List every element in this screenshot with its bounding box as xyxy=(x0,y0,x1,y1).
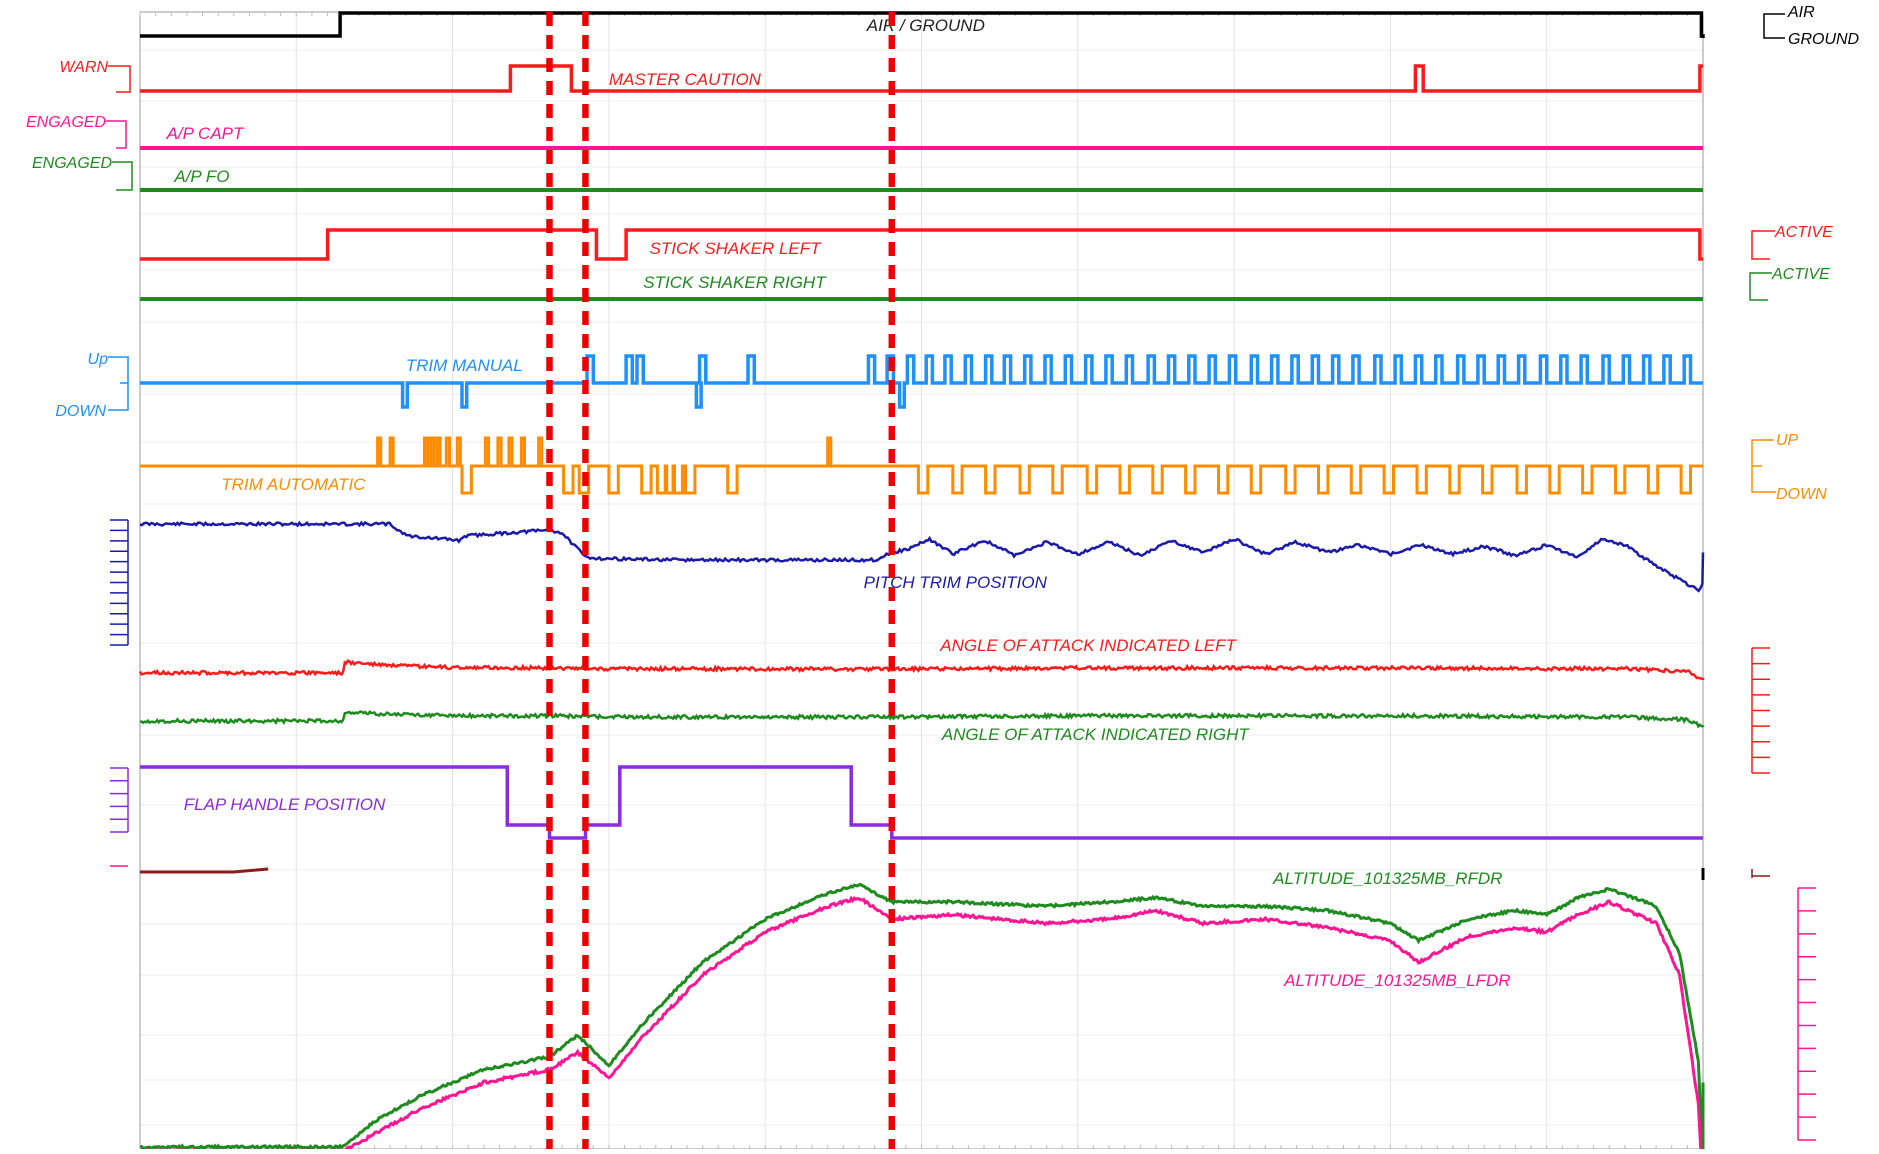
series-a-p-capt: A/P CAPT xyxy=(140,124,1703,150)
series-a-p-fo: A/P FO xyxy=(140,167,1703,192)
series-altitude-lfdr: ALTITUDE_101325MB_LFDR xyxy=(139,895,1703,1154)
series-label: A/P CAPT xyxy=(166,124,245,143)
minor-trace-segment xyxy=(140,867,269,874)
series-label: PITCH TRIM POSITION xyxy=(864,573,1048,592)
air-ground-bracket xyxy=(1763,13,1785,39)
series-aoa-right: ANGLE OF ATTACK INDICATED RIGHT xyxy=(139,710,1705,744)
series-label: ALTITUDE_101325MB_LFDR xyxy=(1283,971,1510,990)
series-line xyxy=(140,228,1703,261)
series-label: ALTITUDE_101325MB_RFDR xyxy=(1272,869,1502,888)
series-stick-shaker-right: STICK SHAKER RIGHT xyxy=(140,273,1703,301)
right-state-labels: AIR GROUND ACTIVE ACTIVE UP DOWN xyxy=(1749,4,1860,1141)
auto-up-label: UP xyxy=(1776,432,1799,449)
engaged-fo-label: ENGAGED xyxy=(32,155,112,172)
series-line xyxy=(139,882,1705,1154)
aoa-scale xyxy=(1751,647,1770,774)
warn-label: WARN xyxy=(59,59,108,76)
series-label: STICK SHAKER LEFT xyxy=(650,239,823,258)
series-line xyxy=(140,11,1705,38)
left-state-labels: WARN ENGAGED ENGAGED Up DOWN xyxy=(26,59,133,867)
trim-up-label: Up xyxy=(88,351,109,368)
warn-bracket xyxy=(108,65,131,93)
ground-label: GROUND xyxy=(1788,31,1860,48)
air-label: AIR xyxy=(1787,4,1815,21)
auto-down-label: DOWN xyxy=(1776,486,1827,503)
shaker-left-active-label: ACTIVE xyxy=(1774,224,1833,241)
series-line xyxy=(139,895,1703,1154)
series-aoa-left: ANGLE OF ATTACK INDICATED LEFT xyxy=(138,636,1705,681)
series-label: ANGLE OF ATTACK INDICATED RIGHT xyxy=(941,725,1251,744)
trim-down-label: DOWN xyxy=(55,403,106,420)
series-trim-automatic: TRIM AUTOMATIC xyxy=(140,436,1703,495)
series-trim-manual: TRIM MANUAL xyxy=(140,354,1703,409)
altitude-scale xyxy=(1797,887,1816,1141)
series-flap-handle-position: FLAP HANDLE POSITION xyxy=(140,765,1703,840)
series-label: ANGLE OF ATTACK INDICATED LEFT xyxy=(939,636,1237,655)
series-line xyxy=(139,710,1705,729)
series-label: TRIM AUTOMATIC xyxy=(221,475,366,494)
series-label: AIR / GROUND xyxy=(866,16,985,35)
series-air-ground: AIR / GROUND xyxy=(140,11,1705,38)
series-altitude-rfdr: ALTITUDE_101325MB_RFDR xyxy=(139,869,1705,1154)
series-label: TRIM MANUAL xyxy=(406,356,523,375)
shaker-right-active-label: ACTIVE xyxy=(1771,266,1830,283)
engaged-fo-bracket xyxy=(112,161,133,191)
series-line xyxy=(140,765,1703,840)
series-label: A/P FO xyxy=(173,167,229,186)
series-line xyxy=(140,436,1703,495)
series-line xyxy=(140,64,1703,93)
series-line xyxy=(140,354,1703,409)
series-line xyxy=(138,659,1705,681)
series-label: STICK SHAKER RIGHT xyxy=(643,273,827,292)
series-label: MASTER CAUTION xyxy=(609,70,762,89)
shaker-left-bracket xyxy=(1751,230,1775,260)
series-label: FLAP HANDLE POSITION xyxy=(184,795,386,814)
series-line xyxy=(139,520,1705,593)
series-master-caution: MASTER CAUTION xyxy=(140,64,1703,93)
series-stick-shaker-left: STICK SHAKER LEFT xyxy=(140,228,1703,261)
engaged-capt-bracket xyxy=(106,120,127,149)
series-pitch-trim-position: PITCH TRIM POSITION xyxy=(139,520,1705,593)
pitch-trim-scale xyxy=(110,519,129,646)
flap-scale xyxy=(110,767,129,833)
engaged-capt-label: ENGAGED xyxy=(26,114,106,131)
shaker-right-bracket xyxy=(1749,272,1772,301)
grid-lines xyxy=(139,11,1704,1150)
